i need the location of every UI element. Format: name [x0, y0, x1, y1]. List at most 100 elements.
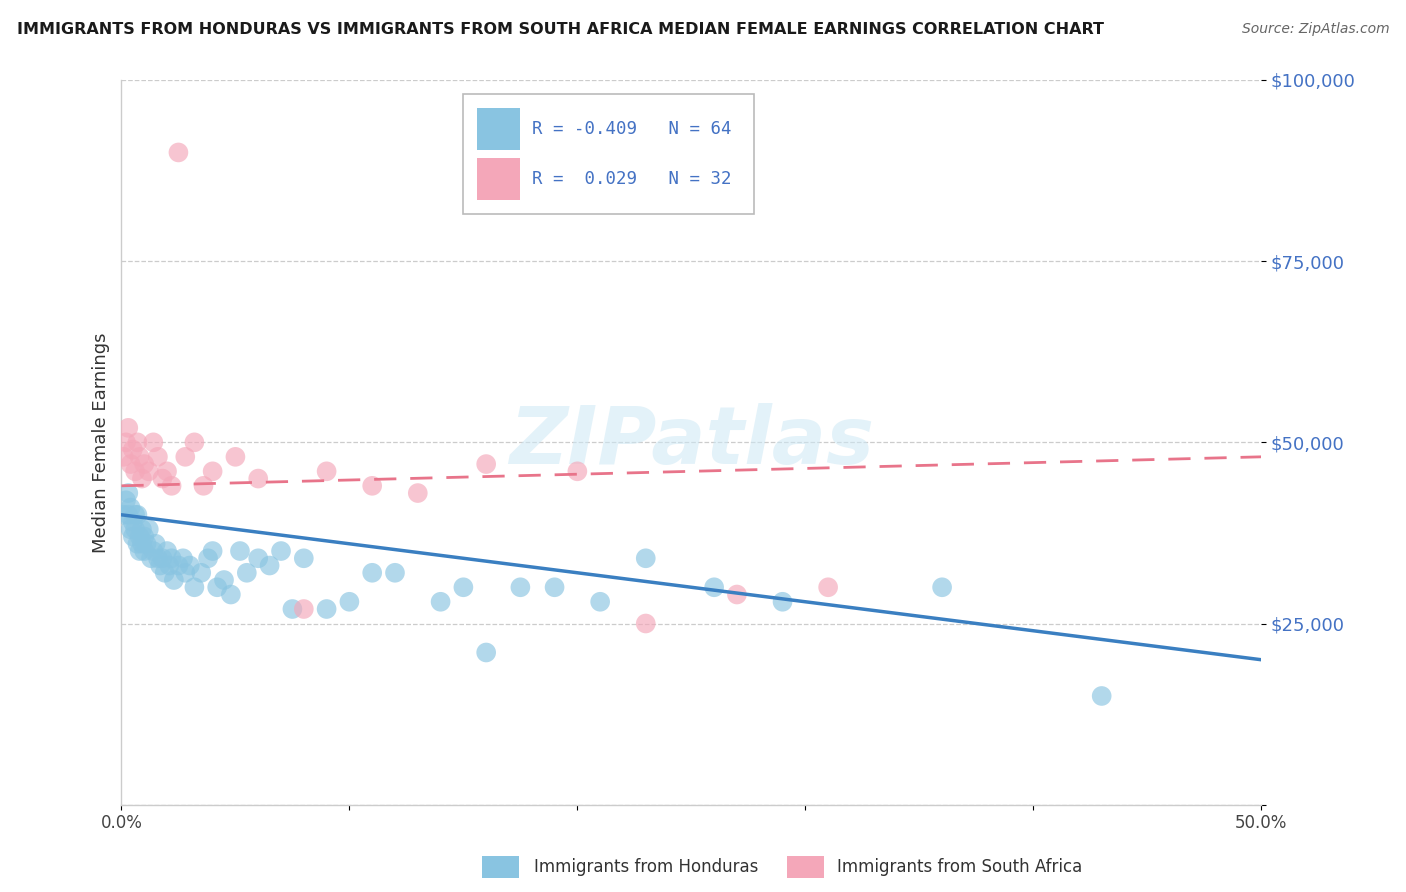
Point: [112, 508, 135, 522]
Point: [112, 450, 135, 464]
Point: [361, 479, 384, 493]
Point: [259, 558, 281, 573]
Point: [229, 544, 252, 558]
Point: [145, 537, 167, 551]
Point: [160, 551, 183, 566]
Point: [567, 464, 589, 478]
Point: [201, 464, 224, 478]
Point: [205, 580, 228, 594]
Point: [146, 551, 169, 566]
Point: [174, 450, 197, 464]
Point: [247, 551, 270, 566]
Point: [152, 472, 174, 486]
Point: [224, 450, 246, 464]
Point: [127, 537, 149, 551]
Text: R = -0.409   N = 64: R = -0.409 N = 64: [531, 120, 731, 137]
Point: [193, 479, 215, 493]
Point: [134, 544, 156, 558]
Point: [703, 580, 725, 594]
Point: [634, 616, 657, 631]
Point: [115, 493, 138, 508]
Point: [153, 566, 176, 580]
Point: [142, 435, 165, 450]
Point: [127, 508, 149, 522]
Point: [589, 595, 612, 609]
Point: [634, 551, 657, 566]
Point: [128, 530, 150, 544]
Point: [124, 508, 146, 522]
Point: [1091, 689, 1114, 703]
Point: [156, 464, 179, 478]
Point: [138, 522, 160, 536]
Point: [157, 558, 180, 573]
Point: [339, 595, 361, 609]
FancyBboxPatch shape: [464, 95, 754, 214]
Point: [131, 522, 153, 536]
Point: [120, 457, 142, 471]
Point: [124, 464, 146, 478]
FancyBboxPatch shape: [477, 108, 520, 150]
Point: [543, 580, 565, 594]
Point: [315, 464, 337, 478]
Point: [197, 551, 219, 566]
Point: [160, 479, 183, 493]
Point: [124, 522, 146, 536]
Point: [429, 595, 451, 609]
Point: [128, 544, 150, 558]
Point: [270, 544, 292, 558]
Point: [931, 580, 953, 594]
Point: [406, 486, 429, 500]
Text: Immigrants from South Africa: Immigrants from South Africa: [837, 858, 1081, 876]
Point: [183, 580, 205, 594]
Point: [115, 435, 138, 450]
Point: [142, 544, 165, 558]
Point: [117, 421, 139, 435]
Point: [179, 558, 201, 573]
Point: [149, 558, 172, 573]
Point: [121, 515, 143, 529]
Point: [128, 450, 150, 464]
Point: [384, 566, 406, 580]
Point: [361, 566, 384, 580]
Point: [167, 145, 190, 160]
Point: [212, 573, 235, 587]
Point: [117, 486, 139, 500]
Point: [236, 566, 259, 580]
Text: ZIPatlas: ZIPatlas: [509, 403, 875, 482]
Text: IMMIGRANTS FROM HONDURAS VS IMMIGRANTS FROM SOUTH AFRICA MEDIAN FEMALE EARNINGS : IMMIGRANTS FROM HONDURAS VS IMMIGRANTS F…: [17, 22, 1104, 37]
Point: [509, 580, 531, 594]
Point: [127, 435, 149, 450]
Point: [131, 537, 153, 551]
Text: R =  0.029   N = 32: R = 0.029 N = 32: [531, 170, 731, 188]
Point: [315, 602, 337, 616]
Y-axis label: Median Female Earnings: Median Female Earnings: [93, 332, 110, 552]
Point: [817, 580, 839, 594]
Point: [135, 537, 157, 551]
Point: [247, 472, 270, 486]
Point: [219, 587, 242, 601]
Point: [117, 508, 139, 522]
Point: [120, 500, 142, 515]
Point: [138, 464, 160, 478]
Point: [725, 587, 748, 601]
Point: [174, 566, 197, 580]
Point: [475, 457, 498, 471]
Point: [190, 566, 212, 580]
Text: Immigrants from Honduras: Immigrants from Honduras: [534, 858, 759, 876]
Point: [475, 645, 498, 659]
Point: [453, 580, 475, 594]
Point: [172, 551, 194, 566]
Point: [201, 544, 224, 558]
Point: [281, 602, 304, 616]
FancyBboxPatch shape: [477, 158, 520, 201]
Point: [152, 551, 174, 566]
Point: [292, 602, 315, 616]
Point: [292, 551, 315, 566]
Point: [121, 530, 143, 544]
Point: [163, 573, 186, 587]
Point: [134, 457, 156, 471]
Point: [167, 558, 190, 573]
Point: [772, 595, 794, 609]
Point: [121, 442, 143, 457]
Point: [134, 530, 156, 544]
